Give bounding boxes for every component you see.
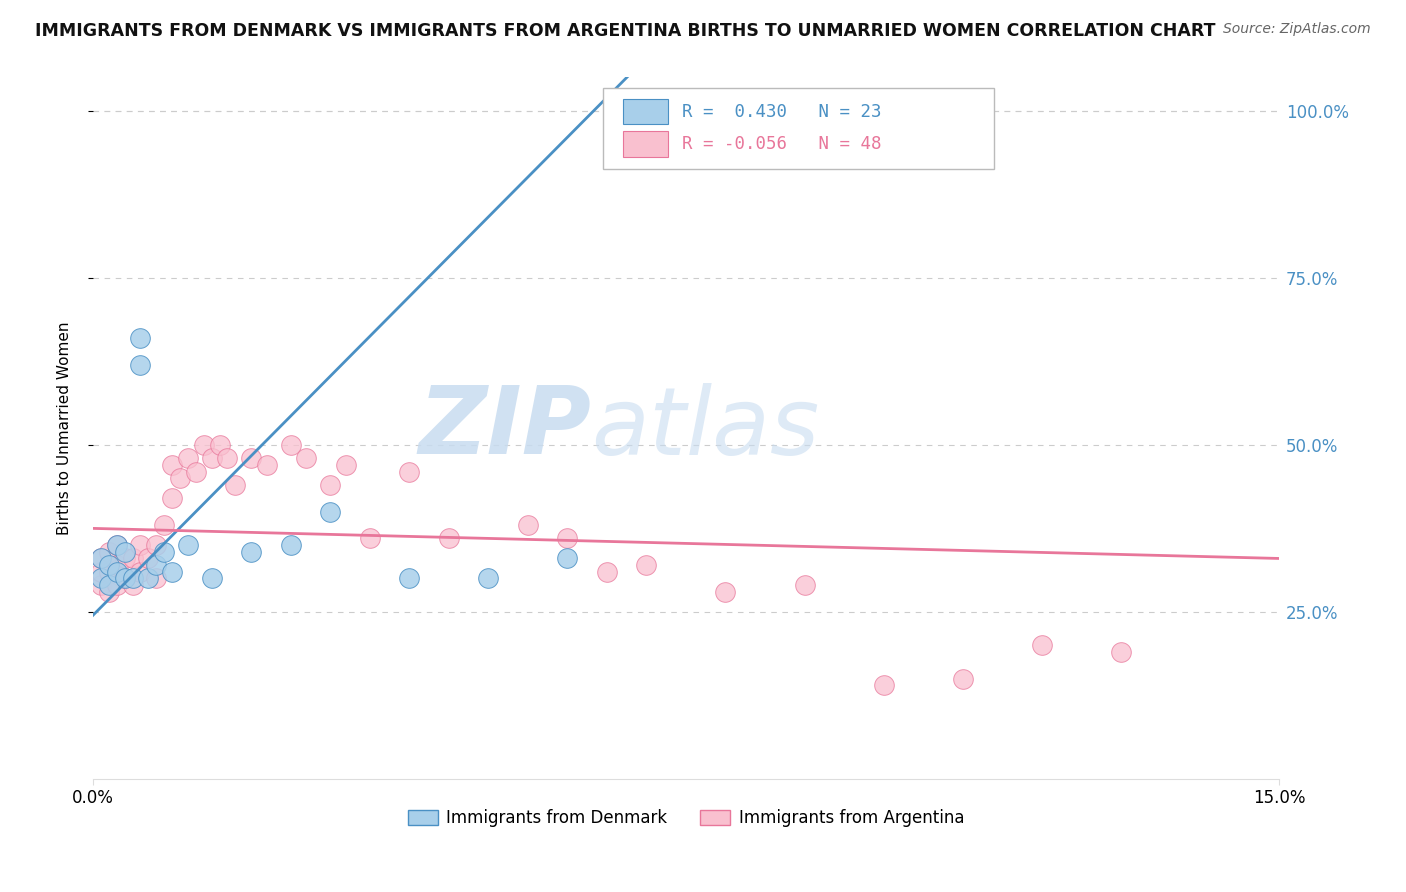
Point <box>240 545 263 559</box>
Point <box>714 585 737 599</box>
Point <box>335 458 357 472</box>
Point <box>129 565 152 579</box>
Text: Source: ZipAtlas.com: Source: ZipAtlas.com <box>1223 22 1371 37</box>
Point <box>114 572 136 586</box>
Point <box>114 545 136 559</box>
Point <box>952 672 974 686</box>
Point <box>437 532 460 546</box>
Point <box>516 518 538 533</box>
Point <box>636 558 658 573</box>
Point <box>319 478 342 492</box>
Point <box>200 572 222 586</box>
Point <box>90 551 112 566</box>
FancyBboxPatch shape <box>623 99 668 125</box>
Point <box>160 565 183 579</box>
Point <box>114 551 136 566</box>
Point <box>145 572 167 586</box>
Point <box>97 585 120 599</box>
Point <box>129 538 152 552</box>
Point <box>1031 638 1053 652</box>
Point <box>145 558 167 573</box>
Point <box>177 538 200 552</box>
Point <box>153 518 176 533</box>
Text: R =  0.430   N = 23: R = 0.430 N = 23 <box>682 103 882 120</box>
FancyBboxPatch shape <box>603 88 994 169</box>
Point <box>90 578 112 592</box>
Point <box>872 678 894 692</box>
Point <box>90 572 112 586</box>
Point <box>105 558 128 573</box>
Text: ZIP: ZIP <box>418 382 591 475</box>
Point <box>153 545 176 559</box>
Point <box>240 451 263 466</box>
Point <box>557 551 579 566</box>
Point <box>169 471 191 485</box>
Point <box>200 451 222 466</box>
Point <box>105 538 128 552</box>
Point <box>319 505 342 519</box>
Point <box>121 572 143 586</box>
Point <box>208 438 231 452</box>
Point <box>477 572 499 586</box>
Point <box>121 578 143 592</box>
Text: IMMIGRANTS FROM DENMARK VS IMMIGRANTS FROM ARGENTINA BIRTHS TO UNMARRIED WOMEN C: IMMIGRANTS FROM DENMARK VS IMMIGRANTS FR… <box>35 22 1216 40</box>
Point <box>97 565 120 579</box>
Point <box>160 458 183 472</box>
Point <box>280 538 302 552</box>
Legend: Immigrants from Denmark, Immigrants from Argentina: Immigrants from Denmark, Immigrants from… <box>401 803 972 834</box>
Text: atlas: atlas <box>591 383 820 474</box>
Point <box>105 538 128 552</box>
Point <box>224 478 246 492</box>
Point <box>90 551 112 566</box>
Point <box>256 458 278 472</box>
Text: R = -0.056   N = 48: R = -0.056 N = 48 <box>682 135 882 153</box>
Point <box>557 532 579 546</box>
Point <box>295 451 318 466</box>
Point <box>129 331 152 345</box>
Point <box>97 558 120 573</box>
Point <box>121 551 143 566</box>
Point <box>398 465 420 479</box>
Point <box>105 578 128 592</box>
Point <box>398 572 420 586</box>
Point <box>138 572 160 586</box>
Point <box>217 451 239 466</box>
Point <box>793 578 815 592</box>
Point <box>184 465 207 479</box>
Point <box>596 565 619 579</box>
Point <box>193 438 215 452</box>
FancyBboxPatch shape <box>623 131 668 157</box>
Point <box>177 451 200 466</box>
Point <box>90 565 112 579</box>
Y-axis label: Births to Unmarried Women: Births to Unmarried Women <box>58 321 72 535</box>
Point <box>1109 645 1132 659</box>
Point <box>114 572 136 586</box>
Point <box>145 538 167 552</box>
Point <box>138 551 160 566</box>
Point <box>105 565 128 579</box>
Point <box>359 532 381 546</box>
Point <box>280 438 302 452</box>
Point <box>97 545 120 559</box>
Point <box>97 578 120 592</box>
Point <box>129 358 152 372</box>
Point <box>160 491 183 506</box>
